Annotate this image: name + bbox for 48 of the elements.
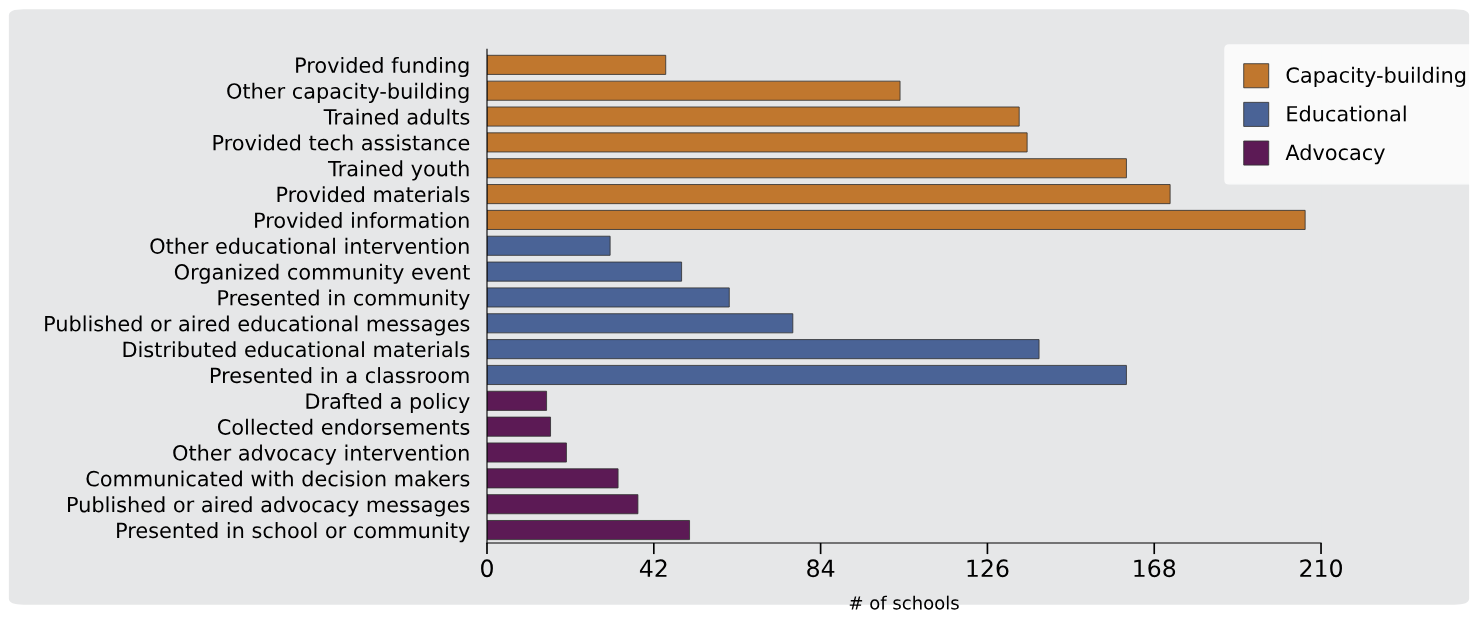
y-tick-label: Other educational intervention — [150, 237, 469, 254]
y-tick-label: Provided funding — [296, 56, 469, 78]
bar — [487, 416, 551, 437]
y-tick-label: Presented in school or community — [117, 522, 470, 543]
bar — [487, 339, 1040, 360]
bar — [487, 261, 683, 282]
y-tick-label: Organized community event — [174, 263, 470, 284]
y-tick-label: Trained adults — [323, 108, 470, 125]
bar — [487, 365, 1127, 385]
bar — [487, 106, 1020, 127]
legend-label: Capacity-building — [1286, 66, 1466, 88]
legend-label: Educational — [1287, 105, 1406, 122]
bar — [487, 209, 1306, 230]
y-tick-label: Presented in a classroom — [210, 367, 469, 384]
bar — [487, 468, 619, 489]
bar — [487, 520, 690, 541]
legend-label: Advocacy — [1285, 144, 1385, 165]
bar — [487, 442, 567, 463]
x-tick-label: 42 — [639, 559, 667, 577]
x-tick-label: 0 — [481, 559, 493, 578]
y-tick-label: Drafted a policy — [306, 392, 470, 414]
bar — [487, 132, 1028, 153]
bar — [487, 235, 611, 256]
y-tick-label: Other advocacy intervention — [173, 444, 469, 465]
x-axis-title: # of schools — [849, 595, 959, 610]
y-tick-label: Provided materials — [277, 186, 470, 203]
y-tick-label: Provided tech assistance — [213, 134, 470, 151]
bar — [487, 287, 730, 308]
y-tick-label: Other capacity-building — [227, 82, 469, 103]
x-tick-label: 168 — [1134, 559, 1176, 578]
y-tick-label: Distributed educational materials — [123, 341, 470, 358]
y-tick-label: Presented in community — [218, 289, 470, 310]
bar — [487, 390, 547, 411]
y-tick-label: Collected endorsements — [217, 418, 470, 435]
bar — [487, 54, 667, 75]
bar — [487, 80, 901, 101]
y-tick-label: Published or aired educational messages — [45, 315, 470, 336]
bar — [487, 158, 1127, 179]
x-tick-label: 210 — [1300, 559, 1342, 578]
bar — [487, 494, 639, 515]
bar — [487, 313, 794, 334]
y-tick-label: Published or aired advocacy messages — [68, 496, 470, 517]
bar — [487, 184, 1171, 205]
y-tick-label: Trained youth — [327, 160, 469, 181]
x-tick-label: 126 — [967, 559, 1009, 578]
x-tick-label: 84 — [807, 559, 835, 578]
y-tick-label: Provided information — [255, 212, 469, 229]
y-tick-label: Communicated with decision makers — [86, 470, 470, 487]
